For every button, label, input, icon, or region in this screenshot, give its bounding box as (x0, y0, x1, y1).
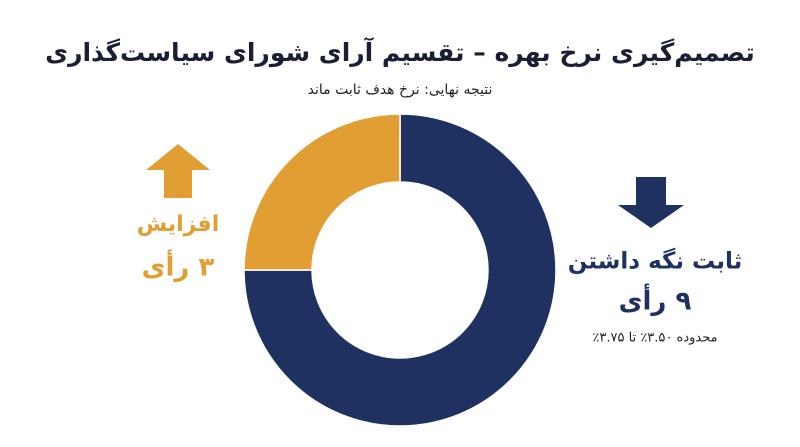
chart-title: تصمیم‌گیری نرخ بهره – تقسیم آرای شورای س… (45, 37, 755, 68)
value-label: ۹ رأی (619, 284, 692, 317)
value-label: ۳ رأی (142, 250, 215, 283)
up-arrow-icon (146, 144, 210, 198)
donut-slice (243, 113, 401, 271)
chart-subtitle: نتیجه نهایی: نرخ هدف ثابت ماند (308, 82, 493, 98)
category-label: ثابت نگه داشتن (568, 248, 743, 275)
annotation: محدوده ۳.۵۰٪ تا ۳.۷۵٪ (592, 331, 717, 346)
donut (243, 113, 557, 427)
category-label: افزایش (137, 212, 220, 237)
down-arrow-icon (618, 177, 684, 228)
donut-slice (243, 113, 557, 427)
